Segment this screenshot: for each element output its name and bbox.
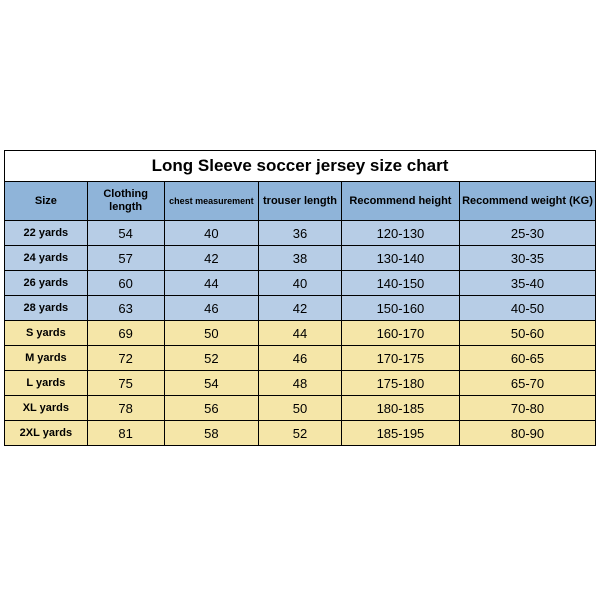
cell-value: 60 [87,271,164,296]
cell-size: S yards [5,321,88,346]
table-row: S yards695044160-17050-60 [5,321,596,346]
cell-value: 160-170 [341,321,459,346]
cell-value: 70-80 [460,396,596,421]
cell-value: 78 [87,396,164,421]
cell-value: 44 [259,321,342,346]
cell-value: 140-150 [341,271,459,296]
chart-title: Long Sleeve soccer jersey size chart [5,151,596,182]
cell-size: 24 yards [5,246,88,271]
cell-size: L yards [5,371,88,396]
cell-size: 22 yards [5,221,88,246]
cell-value: 60-65 [460,346,596,371]
cell-value: 120-130 [341,221,459,246]
size-chart-table-wrap: Long Sleeve soccer jersey size chart Siz… [4,150,596,446]
cell-value: 72 [87,346,164,371]
table-row: 24 yards574238130-14030-35 [5,246,596,271]
cell-value: 58 [164,421,259,446]
cell-size: 2XL yards [5,421,88,446]
cell-value: 175-180 [341,371,459,396]
cell-size: XL yards [5,396,88,421]
col-weight: Recommend weight (KG) [460,182,596,221]
size-chart-table: Long Sleeve soccer jersey size chart Siz… [4,150,596,446]
cell-value: 38 [259,246,342,271]
cell-value: 40 [164,221,259,246]
table-row: 28 yards634642150-16040-50 [5,296,596,321]
cell-value: 150-160 [341,296,459,321]
cell-value: 63 [87,296,164,321]
col-chest: chest measurement [164,182,259,221]
cell-value: 50 [259,396,342,421]
cell-size: 28 yards [5,296,88,321]
cell-value: 170-175 [341,346,459,371]
table-body: 22 yards544036120-13025-3024 yards574238… [5,221,596,446]
cell-value: 185-195 [341,421,459,446]
cell-value: 130-140 [341,246,459,271]
cell-value: 25-30 [460,221,596,246]
cell-value: 50 [164,321,259,346]
table-row: 22 yards544036120-13025-30 [5,221,596,246]
table-row: XL yards785650180-18570-80 [5,396,596,421]
cell-value: 40-50 [460,296,596,321]
cell-value: 52 [259,421,342,446]
cell-value: 54 [87,221,164,246]
table-row: M yards725246170-17560-65 [5,346,596,371]
cell-value: 40 [259,271,342,296]
col-clothing: Clothing length [87,182,164,221]
table-row: L yards755448175-18065-70 [5,371,596,396]
cell-size: 26 yards [5,271,88,296]
cell-value: 36 [259,221,342,246]
cell-value: 30-35 [460,246,596,271]
cell-value: 57 [87,246,164,271]
cell-value: 42 [259,296,342,321]
cell-value: 50-60 [460,321,596,346]
cell-value: 80-90 [460,421,596,446]
cell-size: M yards [5,346,88,371]
cell-value: 46 [164,296,259,321]
cell-value: 180-185 [341,396,459,421]
cell-value: 48 [259,371,342,396]
cell-value: 54 [164,371,259,396]
cell-value: 46 [259,346,342,371]
page: Long Sleeve soccer jersey size chart Siz… [0,0,600,600]
cell-value: 56 [164,396,259,421]
cell-value: 69 [87,321,164,346]
cell-value: 52 [164,346,259,371]
cell-value: 75 [87,371,164,396]
cell-value: 65-70 [460,371,596,396]
col-trouser: trouser length [259,182,342,221]
cell-value: 42 [164,246,259,271]
table-row: 2XL yards815852185-19580-90 [5,421,596,446]
table-head: Long Sleeve soccer jersey size chart Siz… [5,151,596,221]
cell-value: 44 [164,271,259,296]
header-row: Size Clothing length chest measurement t… [5,182,596,221]
title-row: Long Sleeve soccer jersey size chart [5,151,596,182]
table-row: 26 yards604440140-15035-40 [5,271,596,296]
cell-value: 35-40 [460,271,596,296]
col-size: Size [5,182,88,221]
cell-value: 81 [87,421,164,446]
col-height: Recommend height [341,182,459,221]
